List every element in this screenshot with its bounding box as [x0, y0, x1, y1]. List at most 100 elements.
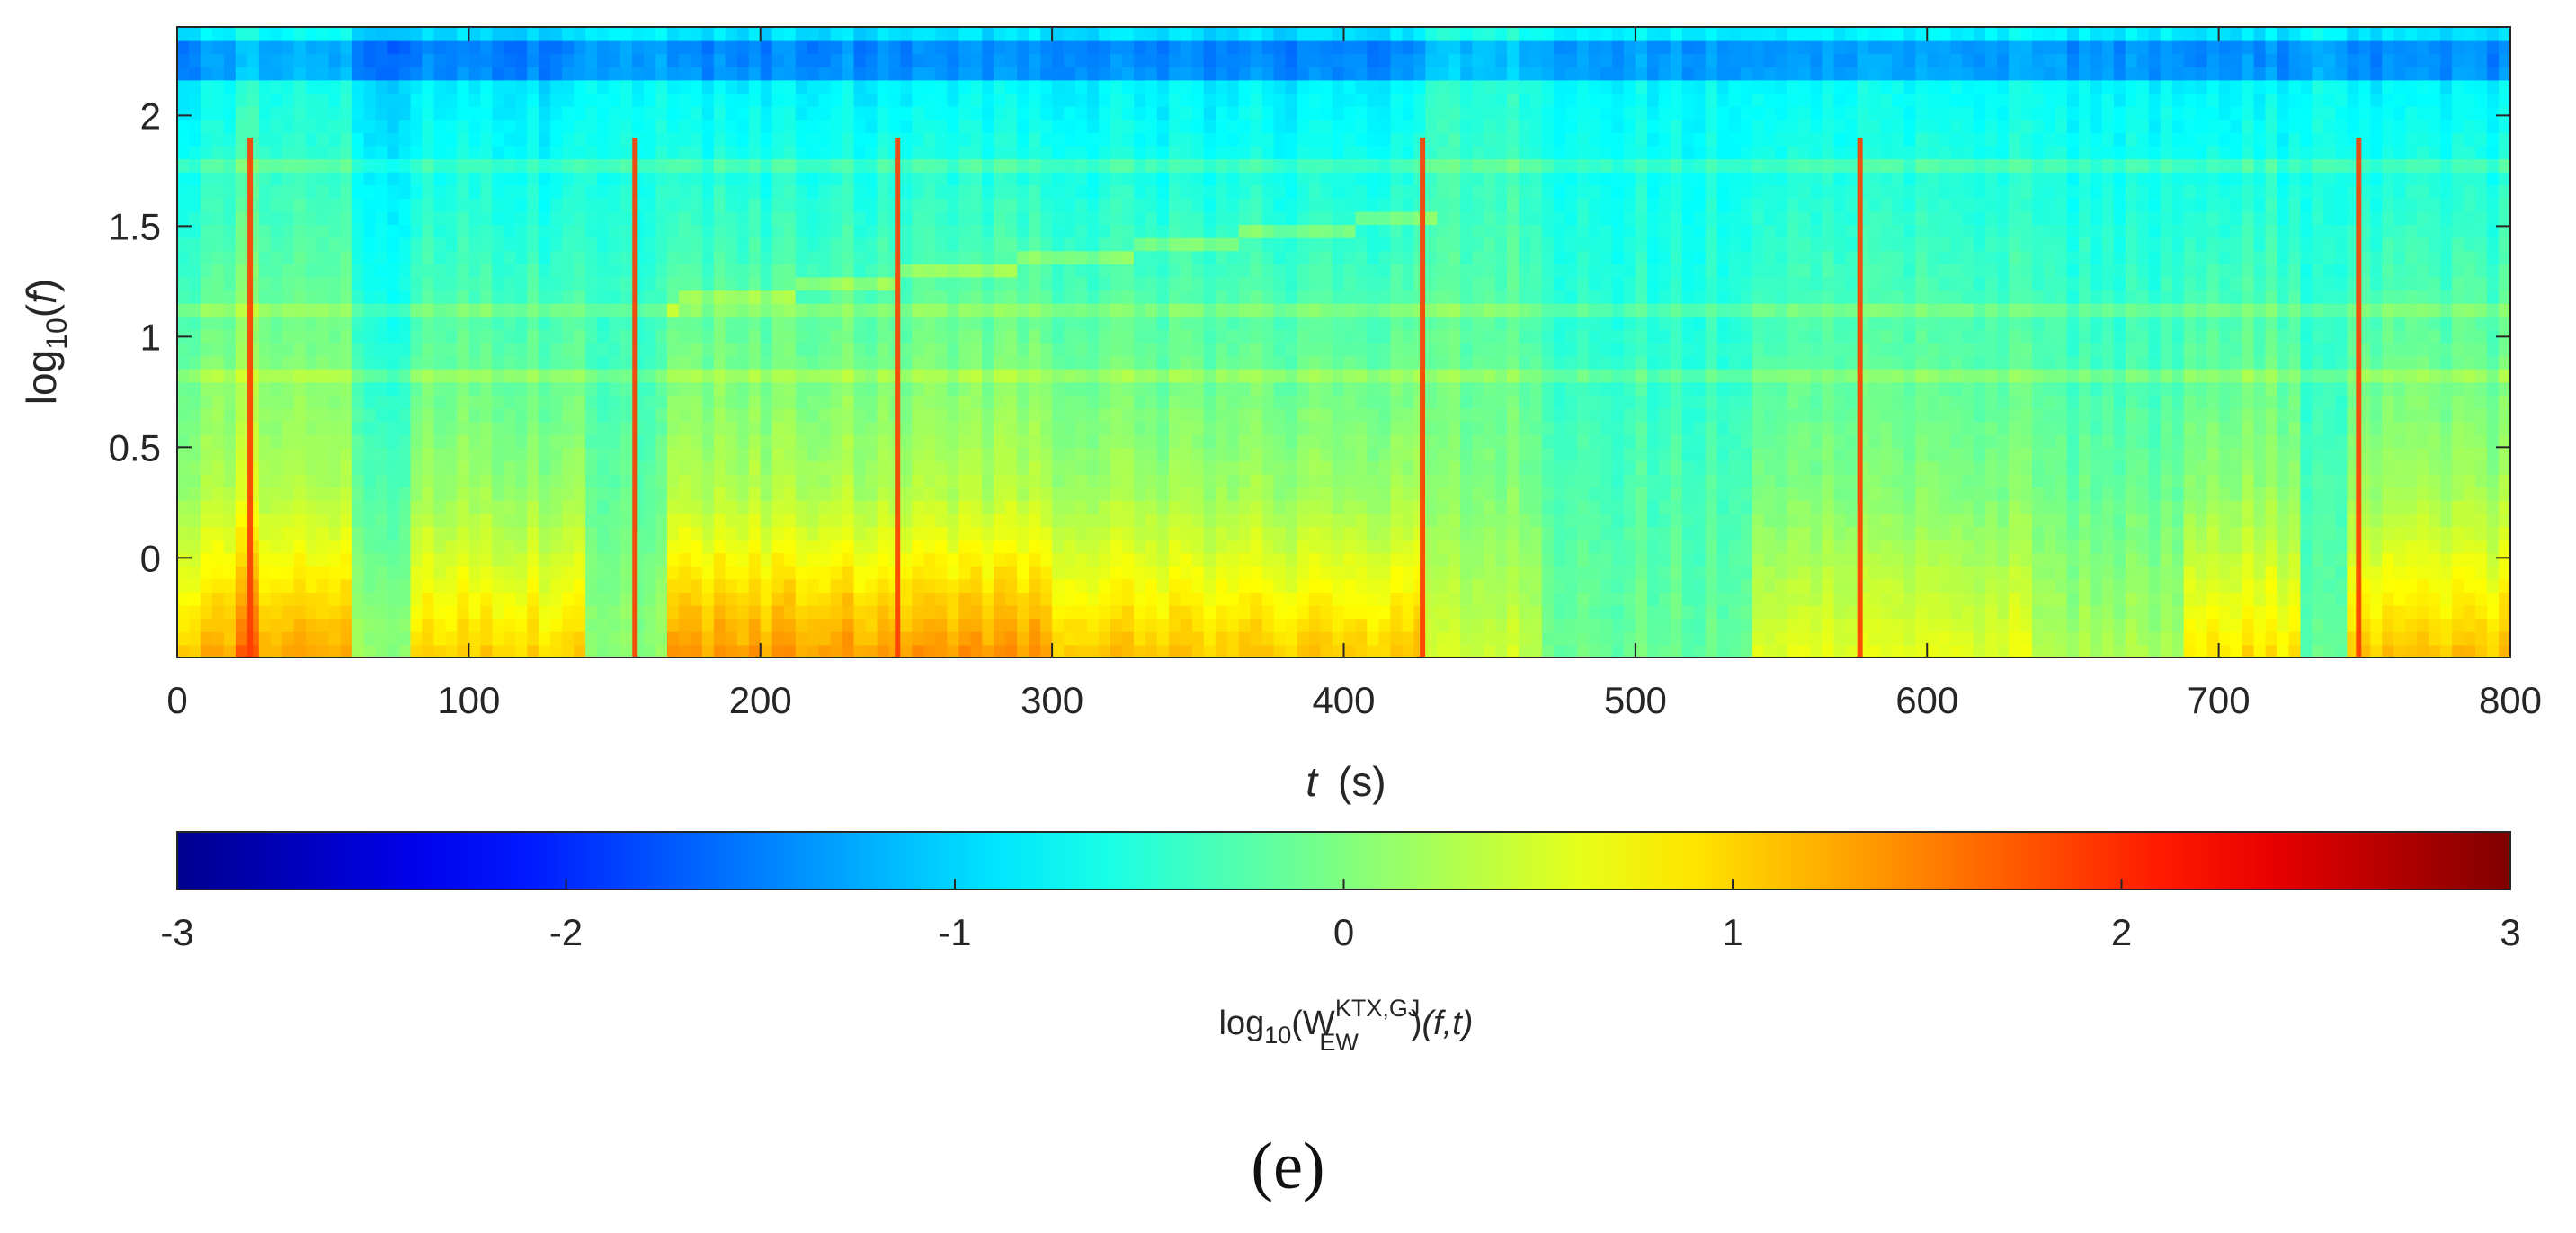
heatmap-cell [725, 27, 738, 41]
heatmap-cell [842, 591, 855, 606]
heatmap-cell [1238, 145, 1252, 160]
heatmap-cell [200, 276, 213, 291]
heatmap-cell [504, 93, 517, 107]
heatmap-cell [340, 487, 353, 501]
heatmap-cell [644, 224, 656, 238]
heatmap-cell [410, 119, 423, 133]
heatmap-cell [305, 197, 318, 212]
heatmap-cell [235, 407, 248, 423]
heatmap-cell [1099, 210, 1111, 226]
heatmap-cell [1180, 473, 1193, 488]
heatmap-cell [771, 250, 785, 264]
heatmap-cell [970, 421, 984, 435]
heatmap-cell [539, 421, 552, 435]
heatmap-cell [644, 237, 656, 252]
heatmap-cell [468, 407, 482, 423]
heatmap-cell [853, 421, 867, 435]
heatmap-cell [1121, 237, 1135, 252]
heatmap-cell [410, 158, 423, 173]
heatmap-cell [1133, 27, 1146, 41]
heatmap-cell [1297, 158, 1310, 173]
heatmap-cell [818, 552, 832, 567]
heatmap-cell [865, 604, 878, 620]
heatmap-cell [783, 447, 797, 461]
heatmap-cell [1052, 40, 1065, 55]
heatmap-cell [1064, 342, 1077, 357]
heatmap-cell [900, 197, 914, 212]
heatmap-cell [912, 433, 925, 449]
heatmap-cell [958, 66, 972, 81]
heatmap-cell [1040, 630, 1054, 646]
heatmap-cell [433, 105, 447, 121]
heatmap-cell [1355, 499, 1368, 514]
heatmap-cell [340, 210, 353, 226]
heatmap-cell [1110, 565, 1123, 580]
heatmap-cell [1343, 276, 1357, 291]
heatmap-cell [1052, 578, 1065, 593]
heatmap-cell [947, 565, 960, 580]
heatmap-cell [562, 644, 575, 657]
heatmap-cell [211, 263, 225, 278]
heatmap-cell [352, 604, 365, 620]
heatmap-cell [947, 184, 960, 199]
heatmap-cell [970, 460, 984, 475]
heatmap-cell [235, 565, 248, 580]
heatmap-cell [830, 27, 843, 41]
heatmap-cell [422, 276, 435, 291]
heatmap-cell [666, 487, 680, 501]
heatmap-cell [1180, 131, 1193, 147]
heatmap-cell [1121, 224, 1135, 238]
heatmap-cell [912, 184, 925, 199]
heatmap-cell [748, 342, 762, 357]
heatmap-cell [1226, 302, 1240, 317]
heatmap-cell [935, 539, 949, 554]
heatmap-cell [188, 53, 201, 67]
heatmap-cell [982, 184, 995, 199]
heatmap-cell [352, 145, 365, 160]
heatmap-cell [1238, 224, 1252, 238]
heatmap-cell [1226, 421, 1240, 435]
heatmap-cell [375, 158, 388, 173]
heatmap-cell [1261, 499, 1275, 514]
heatmap-cell [457, 250, 470, 264]
heatmap-cell [1017, 302, 1030, 317]
heatmap-cell [1238, 499, 1252, 514]
heatmap-cell [188, 263, 201, 278]
heatmap-cell [1355, 539, 1368, 554]
heatmap-cell [1191, 381, 1205, 396]
heatmap-cell [1075, 578, 1089, 593]
heatmap-cell [1308, 263, 1322, 278]
heatmap-cell [527, 578, 540, 593]
heatmap-cell [504, 604, 517, 620]
heatmap-cell [947, 630, 960, 646]
heatmap-cell [830, 210, 843, 226]
heatmap-cell [900, 224, 914, 238]
heatmap-cell [1250, 447, 1263, 461]
heatmap-cell [783, 197, 797, 212]
heatmap-cell [223, 158, 236, 173]
heatmap-cell [316, 342, 330, 357]
heatmap-cell [211, 604, 225, 620]
heatmap-cell [609, 224, 622, 238]
heatmap-cell [912, 53, 925, 67]
heatmap-cell [725, 630, 738, 646]
heatmap-cell [562, 158, 575, 173]
heatmap-cell [515, 27, 529, 41]
heatmap-cell [1378, 394, 1392, 409]
heatmap-cell [258, 525, 272, 541]
heatmap-cell [422, 368, 435, 383]
heatmap-cell [293, 316, 307, 330]
heatmap-cell [468, 79, 482, 94]
heatmap-cell [1133, 119, 1146, 133]
heatmap-cell [713, 93, 726, 107]
heatmap-cell [678, 224, 691, 238]
heatmap-cell [223, 263, 236, 278]
heatmap-cell [783, 224, 797, 238]
heatmap-cell [842, 158, 855, 173]
heatmap-cell [713, 460, 726, 475]
heatmap-cell [1168, 552, 1181, 567]
heatmap-cell [305, 618, 318, 632]
heatmap-cell [363, 618, 377, 632]
heatmap-cell [562, 342, 575, 357]
heatmap-cell [305, 66, 318, 81]
